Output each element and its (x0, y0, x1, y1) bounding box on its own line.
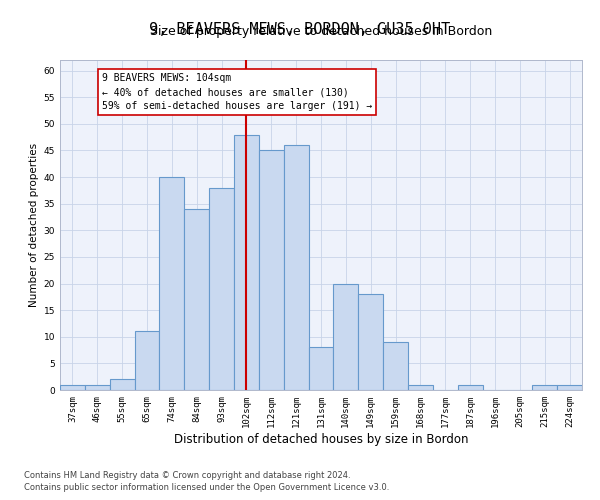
Title: Size of property relative to detached houses in Bordon: Size of property relative to detached ho… (150, 25, 492, 38)
X-axis label: Distribution of detached houses by size in Bordon: Distribution of detached houses by size … (174, 432, 468, 446)
Bar (234, 134, 259, 390)
Bar (284, 145, 308, 390)
Bar (383, 342, 408, 390)
Bar (184, 209, 209, 390)
Text: Contains public sector information licensed under the Open Government Licence v3: Contains public sector information licen… (24, 484, 389, 492)
Bar (110, 380, 134, 390)
Bar (259, 150, 284, 390)
Bar (308, 348, 334, 390)
Bar (532, 384, 557, 390)
Y-axis label: Number of detached properties: Number of detached properties (29, 143, 40, 307)
Bar (134, 332, 160, 390)
Bar (334, 284, 358, 390)
Text: 9 BEAVERS MEWS: 104sqm
← 40% of detached houses are smaller (130)
59% of semi-de: 9 BEAVERS MEWS: 104sqm ← 40% of detached… (102, 74, 373, 112)
Bar (408, 384, 433, 390)
Bar (458, 384, 482, 390)
Text: 9, BEAVERS MEWS, BORDON, GU35 0HT: 9, BEAVERS MEWS, BORDON, GU35 0HT (149, 22, 451, 38)
Bar (85, 384, 110, 390)
Bar (209, 188, 234, 390)
Bar (358, 294, 383, 390)
Bar (160, 177, 184, 390)
Text: Contains HM Land Registry data © Crown copyright and database right 2024.: Contains HM Land Registry data © Crown c… (24, 471, 350, 480)
Bar (557, 384, 582, 390)
Bar (60, 384, 85, 390)
